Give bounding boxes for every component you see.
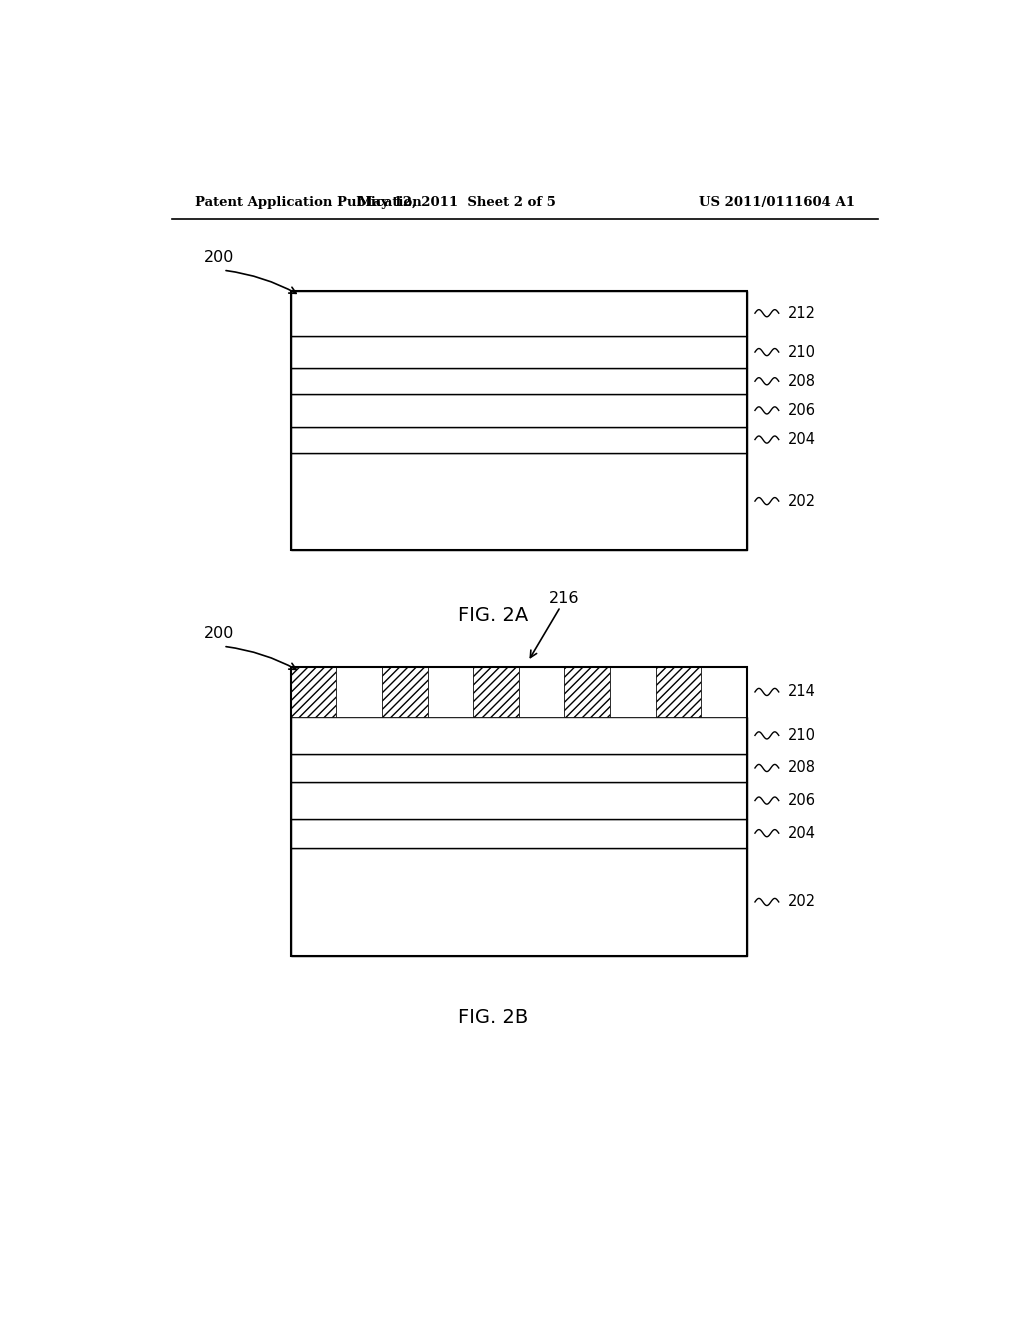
Text: 206: 206 <box>788 403 816 418</box>
Text: 210: 210 <box>788 345 816 359</box>
Text: FIG. 2A: FIG. 2A <box>458 606 528 626</box>
Text: 216: 216 <box>549 590 580 606</box>
Bar <box>519 667 564 717</box>
Text: US 2011/0111604 A1: US 2011/0111604 A1 <box>699 195 855 209</box>
Bar <box>291 453 748 549</box>
Bar <box>382 667 428 717</box>
Text: 208: 208 <box>788 760 816 775</box>
Bar <box>291 368 748 395</box>
Bar <box>336 667 382 717</box>
Text: 214: 214 <box>788 685 816 700</box>
Bar <box>291 847 748 956</box>
Text: 202: 202 <box>788 895 816 909</box>
Bar <box>291 667 748 956</box>
Bar <box>291 290 748 549</box>
Bar <box>291 395 748 426</box>
Bar <box>655 667 701 717</box>
Text: 206: 206 <box>788 793 816 808</box>
Text: 200: 200 <box>204 249 233 265</box>
Text: 210: 210 <box>788 727 816 743</box>
Bar <box>291 754 748 783</box>
Text: 200: 200 <box>204 626 233 642</box>
Bar <box>291 717 748 754</box>
Bar <box>291 667 748 717</box>
Text: 204: 204 <box>788 432 816 447</box>
Bar <box>701 667 746 717</box>
Bar <box>291 290 748 335</box>
Text: May 12, 2011  Sheet 2 of 5: May 12, 2011 Sheet 2 of 5 <box>358 195 556 209</box>
Bar <box>428 667 473 717</box>
Bar <box>291 335 748 368</box>
Bar <box>291 783 748 818</box>
Text: FIG. 2B: FIG. 2B <box>458 1007 528 1027</box>
Text: 202: 202 <box>788 494 816 508</box>
Bar <box>291 426 748 453</box>
Bar <box>291 667 336 717</box>
Bar <box>291 818 748 847</box>
Bar <box>473 667 519 717</box>
Bar <box>610 667 655 717</box>
Text: Patent Application Publication: Patent Application Publication <box>196 195 422 209</box>
Text: 212: 212 <box>788 306 816 321</box>
Text: 208: 208 <box>788 374 816 389</box>
Text: 204: 204 <box>788 826 816 841</box>
Bar <box>564 667 610 717</box>
